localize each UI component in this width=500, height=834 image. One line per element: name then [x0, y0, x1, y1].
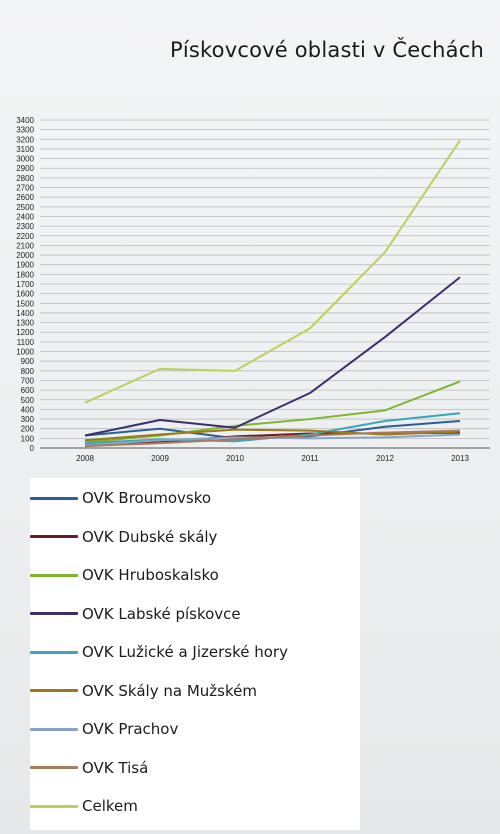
legend-label: OVK Lužické a Jizerské hory — [82, 643, 288, 661]
y-tick-label: 3100 — [16, 145, 34, 154]
y-tick-label: 1000 — [16, 348, 34, 357]
y-tick-label: 3000 — [16, 155, 34, 164]
legend-swatch — [30, 612, 78, 615]
legend-item: OVK Prachov — [30, 719, 178, 739]
chart-title: Pískovcové oblasti v Čechách — [170, 38, 484, 62]
y-tick-label: 2900 — [16, 164, 34, 173]
y-tick-label: 2600 — [16, 193, 34, 202]
x-tick-label: 2011 — [301, 454, 319, 463]
y-tick-label: 300 — [21, 415, 35, 424]
y-tick-label: 900 — [21, 357, 35, 366]
y-tick-label: 1100 — [17, 338, 35, 347]
series-line — [84, 428, 461, 442]
y-tick-label: 0 — [30, 444, 35, 453]
line-chart: 0100200300400500600700800900100011001200… — [16, 116, 490, 463]
y-tick-label: 100 — [21, 434, 35, 443]
y-axis-ticks: 0100200300400500600700800900100011001200… — [16, 116, 34, 453]
series-line — [84, 276, 461, 437]
y-tick-label: 1600 — [16, 290, 34, 299]
x-tick-label: 2012 — [376, 454, 394, 463]
series-line — [84, 429, 461, 448]
series-line — [84, 380, 461, 444]
legend-label: OVK Labské pískovce — [82, 604, 241, 623]
legend-label: OVK Tisá — [82, 758, 149, 777]
x-tick-label: 2008 — [76, 454, 94, 463]
y-tick-label: 200 — [21, 425, 35, 434]
y-tick-label: 3300 — [16, 126, 34, 135]
series-line — [84, 139, 461, 404]
y-tick-label: 2500 — [16, 203, 34, 212]
legend-swatch — [30, 650, 78, 654]
legend-item: OVK Dubské skály — [30, 527, 217, 547]
legend-swatch — [30, 727, 78, 731]
y-tick-label: 1200 — [16, 328, 34, 337]
legend-label: OVK Skály na Mužském — [82, 681, 257, 700]
y-tick-label: 3400 — [16, 116, 34, 125]
y-tick-label: 1500 — [16, 299, 34, 308]
x-axis-ticks: 2008 2009 2010 2011 2012 2013 — [76, 454, 469, 463]
legend-item: OVK Tisá — [30, 758, 148, 778]
y-tick-label: 600 — [21, 386, 35, 395]
legend-label: OVK Prachov — [82, 720, 179, 738]
y-tick-label: 2100 — [16, 241, 34, 250]
legend-swatch — [30, 496, 78, 500]
legend-label: Celkem — [82, 797, 138, 815]
legend-swatch — [30, 766, 78, 769]
legend-label: OVK Broumovsko — [82, 489, 212, 507]
legend-item: OVK Labské pískovce — [30, 604, 241, 624]
legend: OVK Broumovsko OVK Dubské skály OVK Hrubos… — [30, 478, 360, 830]
x-tick-label: 2013 — [451, 454, 469, 463]
legend-swatch — [30, 573, 78, 577]
series-lines — [84, 139, 461, 448]
legend-item: OVK Hruboskalsko — [30, 565, 219, 585]
y-tick-label: 1700 — [16, 280, 34, 289]
y-tick-label: 1800 — [16, 270, 34, 279]
y-tick-label: 500 — [21, 396, 35, 405]
legend-label: OVK Dubské skály — [82, 527, 218, 546]
y-tick-label: 2400 — [16, 212, 34, 221]
y-tick-label: 2200 — [16, 232, 34, 241]
x-tick-label: 2010 — [226, 454, 244, 463]
legend-item: Celkem — [30, 796, 138, 816]
y-tick-label: 3200 — [16, 135, 34, 144]
legend-item: OVK Skály na Mužském — [30, 681, 257, 701]
y-tick-label: 700 — [21, 376, 35, 385]
legend-swatch — [30, 535, 78, 538]
y-tick-label: 2800 — [16, 174, 34, 183]
y-tick-label: 2700 — [16, 184, 34, 193]
y-tick-label: 400 — [21, 405, 35, 414]
legend-swatch — [30, 804, 78, 808]
y-tick-label: 1300 — [16, 319, 34, 328]
legend-item: OVK Broumovsko — [30, 488, 211, 508]
y-tick-label: 1900 — [16, 261, 34, 270]
y-tick-label: 1400 — [16, 309, 34, 318]
x-tick-label: 2009 — [151, 454, 169, 463]
legend-swatch — [30, 689, 78, 692]
y-tick-label: 2300 — [16, 222, 34, 231]
gridlines — [40, 119, 490, 449]
legend-item: OVK Lužické a Jizerské hory — [30, 642, 288, 662]
y-tick-label: 800 — [21, 367, 35, 376]
y-tick-label: 2000 — [16, 251, 34, 260]
legend-label: OVK Hruboskalsko — [82, 566, 219, 584]
